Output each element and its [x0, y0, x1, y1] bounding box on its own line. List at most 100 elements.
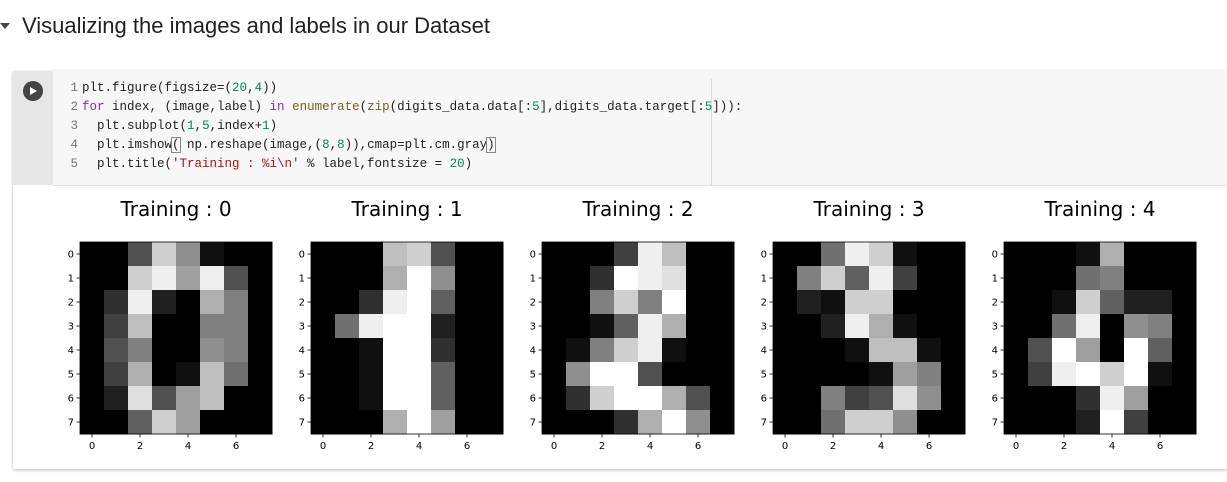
y-tick-label: 1	[68, 274, 74, 285]
pixel-cell	[224, 386, 249, 411]
code-line[interactable]: 5 plt.title('Training : %i\n' % label,fo…	[53, 155, 472, 174]
pixel-cell	[797, 338, 822, 363]
pixel-cell	[941, 386, 966, 411]
pixel-cell	[590, 242, 615, 267]
y-tick-label: 5	[992, 370, 998, 381]
pixel-cell	[1148, 338, 1173, 363]
pixel-cell	[104, 338, 129, 363]
pixel-cell	[566, 362, 591, 387]
pixel-cell	[152, 314, 177, 339]
pixel-cell	[1076, 338, 1101, 363]
y-tick-label: 7	[299, 418, 305, 429]
pixel-cell	[176, 410, 201, 435]
pixel-cell	[917, 290, 942, 315]
pixel-cell	[407, 290, 432, 315]
pixel-cell	[845, 338, 870, 363]
pixel-cell	[638, 386, 663, 411]
digit-subplot: Training : 1 0 1 2 3 4 5 6 7 0 2 4 6	[299, 197, 504, 452]
pixel-cell	[893, 410, 918, 435]
pixel-cell	[773, 290, 798, 315]
pixel-cell	[104, 290, 129, 315]
pixel-cell	[686, 386, 711, 411]
pixel-cell	[407, 314, 432, 339]
x-tick-label: 2	[830, 441, 836, 452]
pixel-cell	[566, 314, 591, 339]
y-tick-label: 1	[992, 274, 998, 285]
subplot-title: Training : 1	[350, 197, 462, 221]
pixel-cell	[383, 290, 408, 315]
pixel-cell	[845, 362, 870, 387]
section-header: Visualizing the images and labels in our…	[0, 10, 490, 42]
pixel-cell	[566, 410, 591, 435]
pixel-cell	[710, 386, 735, 411]
pixel-cell	[311, 386, 336, 411]
code-editor[interactable]: 1 plt.figure(figsize=(20,4)) 2 for index, …	[53, 71, 1227, 186]
pixel-cell	[1148, 362, 1173, 387]
pixel-cell	[200, 242, 225, 267]
pixel-cell	[248, 266, 273, 291]
pixel-cell	[566, 338, 591, 363]
pixel-cell	[176, 290, 201, 315]
pixel-cell	[359, 242, 384, 267]
pixel-cell	[104, 362, 129, 387]
pixel-cell	[893, 386, 918, 411]
digit-subplot: Training : 4 0 1 2 3 4 5 6 7 0 2 4 6	[992, 197, 1197, 452]
code-cell[interactable]: 1 plt.figure(figsize=(20,4)) 2 for index, …	[13, 71, 1227, 469]
y-tick-label: 6	[299, 394, 305, 405]
x-tick-label: 2	[368, 441, 374, 452]
pixel-cell	[152, 362, 177, 387]
run-cell-button[interactable]	[23, 81, 43, 101]
pixel-cell	[104, 410, 129, 435]
pixel-cell	[845, 410, 870, 435]
x-tick-label: 6	[233, 441, 239, 452]
collapse-arrow-icon[interactable]	[0, 23, 10, 29]
pixel-cell	[383, 410, 408, 435]
axes-frame	[79, 241, 273, 435]
digit-subplot: Training : 2 0 1 2 3 4 5 6 7 0 2 4 6	[530, 197, 735, 452]
pixel-cell	[1052, 338, 1077, 363]
pixel-cell	[80, 386, 105, 411]
pixel-cell	[455, 242, 480, 267]
pixel-cell	[638, 266, 663, 291]
pixel-cell	[431, 242, 456, 267]
pixel-cell	[152, 338, 177, 363]
y-tick-label: 5	[299, 370, 305, 381]
pixel-cell	[773, 410, 798, 435]
pixel-cell	[773, 242, 798, 267]
pixel-cell	[941, 242, 966, 267]
pixel-cell	[845, 242, 870, 267]
pixel-cell	[128, 410, 153, 435]
pixel-cell	[1100, 266, 1125, 291]
pixel-cell	[917, 266, 942, 291]
pixel-cell	[686, 242, 711, 267]
pixel-cell	[773, 338, 798, 363]
pixel-cell	[248, 362, 273, 387]
code-line[interactable]: 1 plt.figure(figsize=(20,4))	[53, 79, 277, 98]
pixel-cell	[773, 314, 798, 339]
pixel-cell	[335, 242, 360, 267]
pixel-cell	[614, 242, 639, 267]
output-figure: Training : 0 0 1 2 3 4 5 6 7 0 2 4 6 Training : 1 0 1 2 3…	[68, 197, 1197, 452]
subplot-title: Training : 3	[812, 197, 924, 221]
line-number: 3	[70, 119, 78, 133]
x-tick-label: 6	[1157, 441, 1163, 452]
pixel-cell	[1004, 386, 1029, 411]
pixel-cell	[821, 362, 846, 387]
code-line[interactable]: 3 plt.subplot(1,5,index+1)	[53, 117, 277, 136]
pixel-cell	[455, 290, 480, 315]
pixel-cell	[1076, 290, 1101, 315]
code-line[interactable]: 2 for index, (image,label) in enumerate(z…	[53, 98, 742, 117]
x-tick-label: 6	[926, 441, 932, 452]
pixel-cell	[224, 266, 249, 291]
pixel-cell	[638, 314, 663, 339]
y-tick-label: 4	[299, 346, 305, 357]
pixel-cell	[869, 362, 894, 387]
pixel-cell	[80, 266, 105, 291]
pixel-cell	[710, 362, 735, 387]
pixel-cell	[542, 242, 567, 267]
pixel-cell	[869, 266, 894, 291]
code-line[interactable]: 4 plt.imshow( np.reshape(image,(8,8)),cm…	[53, 136, 496, 155]
pixel-cell	[128, 362, 153, 387]
y-tick-label: 1	[761, 274, 767, 285]
pixel-cell	[1004, 242, 1029, 267]
